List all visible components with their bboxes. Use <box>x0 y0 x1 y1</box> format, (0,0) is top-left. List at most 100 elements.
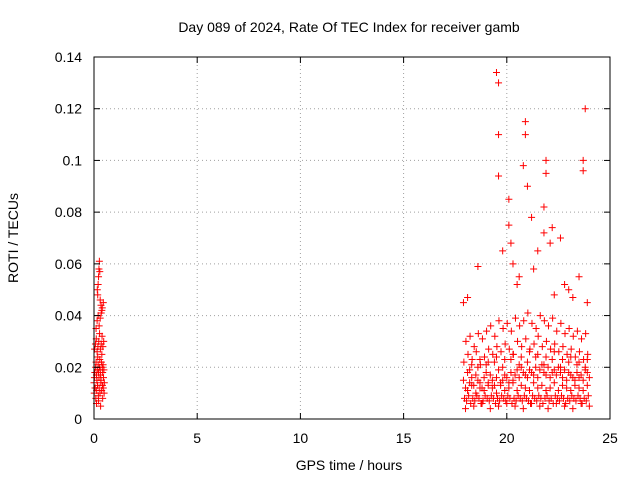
data-point <box>476 384 484 392</box>
data-point <box>93 286 101 294</box>
data-point <box>581 105 589 113</box>
data-point <box>474 330 482 338</box>
data-point <box>584 392 592 400</box>
data-point <box>492 389 500 397</box>
data-point <box>460 358 468 366</box>
data-point <box>495 366 503 374</box>
data-point <box>534 247 542 255</box>
data-point <box>567 345 575 353</box>
data-point <box>466 332 474 340</box>
data-point <box>579 387 587 395</box>
data-point <box>575 384 583 392</box>
data-point <box>557 319 565 327</box>
data-point <box>567 353 575 361</box>
data-point <box>550 379 558 387</box>
data-point <box>542 353 550 361</box>
y-tick-label: 0 <box>74 411 82 427</box>
data-point <box>507 327 515 335</box>
data-point <box>547 345 555 353</box>
data-point <box>96 314 104 322</box>
data-point <box>519 162 527 170</box>
data-point <box>496 397 504 405</box>
y-tick-label: 0.06 <box>55 256 82 272</box>
data-point <box>515 374 523 382</box>
data-point <box>556 363 564 371</box>
y-tick-label: 0.02 <box>55 359 82 375</box>
data-point <box>466 366 474 374</box>
data-point <box>536 402 544 410</box>
data-point <box>513 281 521 289</box>
data-point <box>582 330 590 338</box>
data-point <box>521 118 529 126</box>
data-point <box>523 358 531 366</box>
y-axis-label: ROTI / TECUs <box>5 193 21 283</box>
x-tick-label: 10 <box>293 430 309 446</box>
data-point <box>462 337 470 345</box>
data-point <box>561 330 569 338</box>
data-point <box>583 299 591 307</box>
data-point <box>499 363 507 371</box>
data-point <box>528 213 536 221</box>
data-point <box>567 387 575 395</box>
data-point <box>543 392 551 400</box>
axis-ticks <box>93 56 611 420</box>
data-point <box>575 348 583 356</box>
data-point <box>98 350 106 358</box>
data-point <box>551 340 559 348</box>
data-point <box>583 356 591 364</box>
data-point <box>579 156 587 164</box>
data-point <box>569 332 577 340</box>
data-point <box>544 363 552 371</box>
y-tick-label: 0.04 <box>55 308 82 324</box>
data-point <box>97 301 105 309</box>
data-point <box>517 353 525 361</box>
data-point <box>582 397 590 405</box>
data-point <box>559 374 567 382</box>
data-point <box>495 317 503 325</box>
data-point <box>579 376 587 384</box>
data-point <box>465 392 473 400</box>
data-point <box>561 281 569 289</box>
data-point <box>482 368 490 376</box>
data-point <box>549 314 557 322</box>
data-point <box>497 348 505 356</box>
data-point <box>548 224 556 232</box>
data-point <box>532 363 540 371</box>
data-point <box>459 299 467 307</box>
data-point <box>573 361 581 369</box>
data-point <box>522 335 530 343</box>
data-point <box>552 399 560 407</box>
data-point <box>489 350 497 358</box>
data-point <box>563 376 571 384</box>
data-point <box>573 368 581 376</box>
data-point <box>536 312 544 320</box>
data-point <box>583 368 591 376</box>
data-point <box>540 361 548 369</box>
data-point <box>511 314 519 322</box>
data-point <box>505 195 513 203</box>
data-point <box>542 337 550 345</box>
data-point <box>98 306 106 314</box>
data-point <box>99 361 107 369</box>
data-point <box>468 361 476 369</box>
plot-frame <box>93 56 611 420</box>
data-point <box>501 387 509 395</box>
data-point <box>503 319 511 327</box>
data-point <box>488 376 496 384</box>
data-point <box>559 356 567 364</box>
data-point <box>556 234 564 242</box>
data-point <box>472 389 480 397</box>
data-point <box>526 348 534 356</box>
data-point <box>100 389 108 397</box>
data-point <box>464 350 472 358</box>
data-point <box>518 343 526 351</box>
y-tick-label: 0.12 <box>55 101 82 117</box>
data-point <box>499 325 507 332</box>
data-point <box>490 358 498 366</box>
data-point <box>553 327 561 335</box>
data-point <box>468 374 476 382</box>
data-point <box>552 371 560 379</box>
data-point <box>526 387 534 395</box>
data-point <box>518 397 526 405</box>
data-point <box>550 366 558 374</box>
